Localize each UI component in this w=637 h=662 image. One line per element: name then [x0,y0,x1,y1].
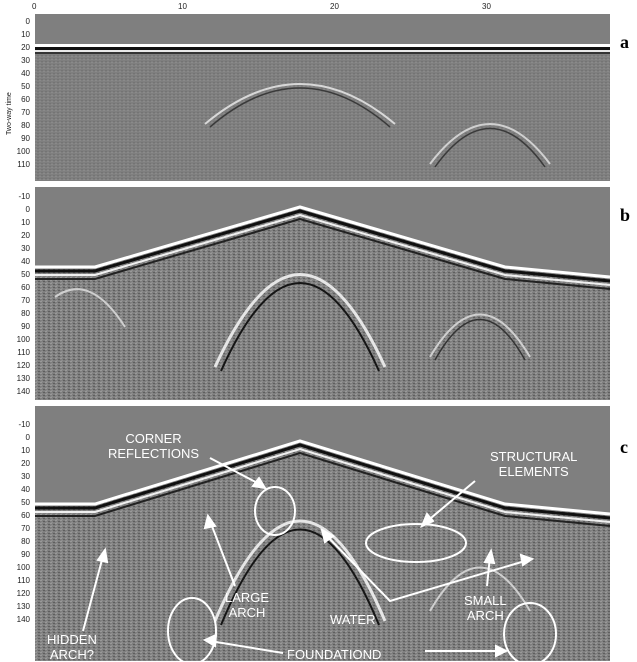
corner-reflections-ellipse [254,486,296,536]
a-ytick: 70 [21,108,30,117]
c-ytick: 140 [16,615,30,624]
arrow-water [324,533,526,603]
c-ytick: 0 [25,433,30,442]
b-ytick: 20 [21,231,30,240]
arrow-structural [424,480,476,524]
b-ytick: 140 [16,387,30,396]
c-ytick: 30 [21,472,30,481]
c-ytick: 20 [21,459,30,468]
a-ytick: 40 [21,69,30,78]
c-ytick: 70 [21,524,30,533]
radargram-b-image [35,187,610,400]
label-structural-elements: STRUCTURAL ELEMENTS [490,449,578,479]
a-ytick: 100 [16,147,30,156]
panel-a-y-axis-label: Two-way time [6,92,13,135]
c-ytick: 60 [21,511,30,520]
b-ytick: 50 [21,270,30,279]
c-ytick: 120 [16,589,30,598]
c-ytick: 80 [21,537,30,546]
c-ytick: -10 [18,420,30,429]
panel-label-a: a [620,32,629,52]
foundation-right-ellipse [503,602,557,661]
a-ytick: 10 [21,30,30,39]
c-ytick: 130 [16,602,30,611]
c-ytick: 50 [21,498,30,507]
b-ytick: 90 [21,322,30,331]
a-ytick: 30 [21,56,30,65]
arrow-hidden-arch [82,555,104,632]
label-hidden-arch: HIDDEN ARCH? [47,632,97,662]
panel-label-c: c [620,437,628,457]
foundation-left-ellipse [167,597,217,661]
b-ytick: 10 [21,218,30,227]
c-ytick: 40 [21,485,30,494]
label-large-arch: LARGE ARCH [225,590,270,620]
b-ytick: 100 [16,335,30,344]
top-axis: 0 10 20 30 [32,0,610,14]
b-ytick: 0 [25,205,30,214]
c-ytick: 100 [16,563,30,572]
c-ytick: 110 [17,576,30,585]
a-ytick: 90 [21,134,30,143]
c-ytick: 10 [21,446,30,455]
arrow-foundation-left [209,640,284,654]
label-corner-reflections: CORNER REFLECTIONS [108,431,200,461]
a-ytick: 0 [25,17,30,26]
b-ytick: 40 [21,257,30,266]
label-water: WATER [330,612,376,627]
b-ytick: 70 [21,296,30,305]
a-ytick: 50 [21,82,30,91]
radargram-a-image [35,14,610,181]
top-tick-30: 30 [482,2,491,11]
a-ytick: 20 [21,43,30,52]
a-ytick: 60 [21,95,30,104]
b-ytick: 120 [16,361,30,370]
b-ytick: 60 [21,283,30,292]
a-ytick: 80 [21,121,30,130]
panel-label-b: b [620,205,631,225]
top-tick-10: 10 [178,2,187,11]
radargram-panel-b [35,187,610,400]
a-ytick: 110 [17,160,30,169]
radargram-panel-c [35,406,610,661]
radargram-c-image [35,406,610,661]
top-tick-0: 0 [32,2,37,11]
arrow-large-arch [209,520,236,587]
top-tick-20: 20 [330,2,339,11]
label-small-arch: SMALL ARCH [464,593,507,623]
b-ytick: 110 [17,348,30,357]
arrow-corner [209,457,264,487]
b-ytick: 80 [21,309,30,318]
c-ytick: 90 [21,550,30,559]
b-ytick: 30 [21,244,30,253]
radargram-panel-a [35,14,610,181]
b-ytick: 130 [16,374,30,383]
b-ytick: -10 [18,192,30,201]
label-foundationd: FOUNDATIOND [287,647,382,662]
structural-elements-ellipse [365,523,467,563]
